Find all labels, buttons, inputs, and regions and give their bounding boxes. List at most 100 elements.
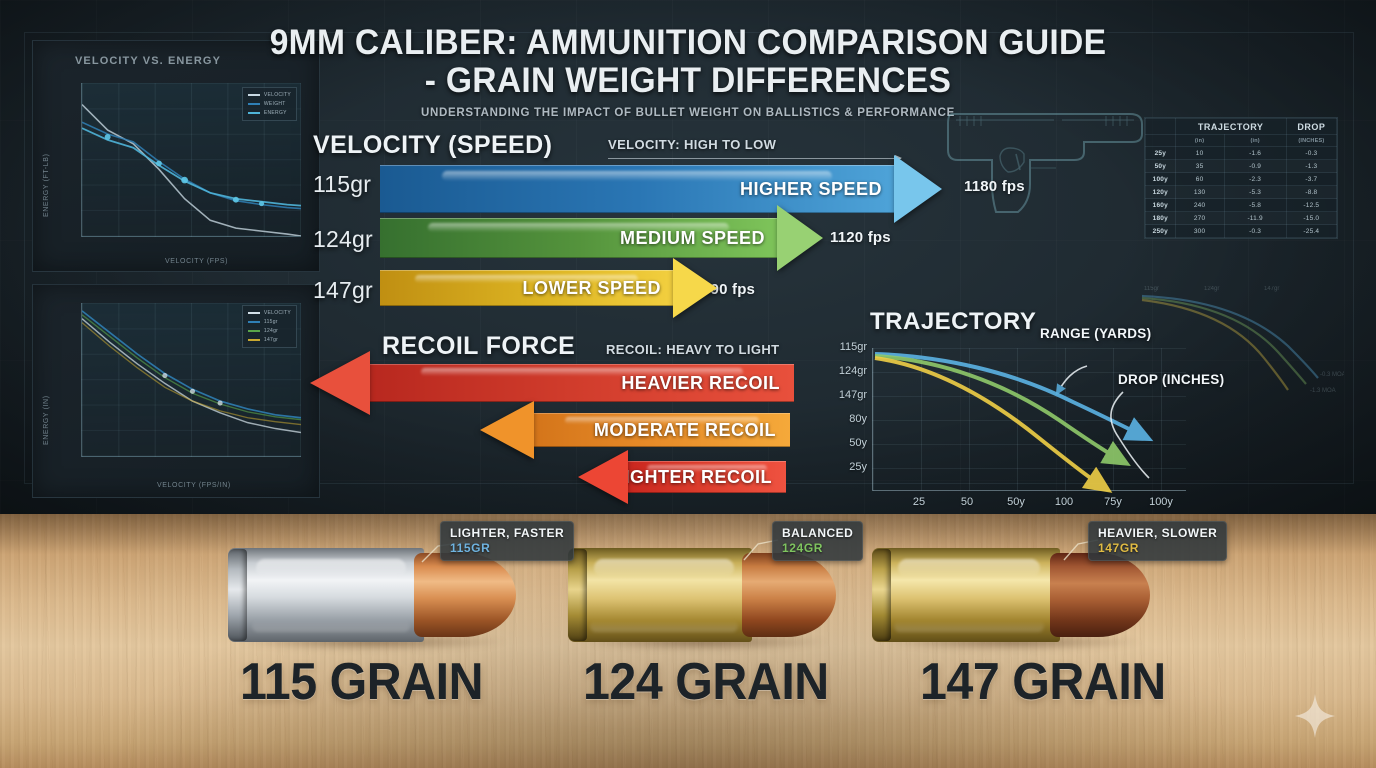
recoil-bar-lighter: LIGHTER RECOIL xyxy=(578,450,786,504)
chart-title: VELOCITY VS. ENERGY xyxy=(75,55,222,67)
recoil-bar-head-lighter xyxy=(578,450,628,504)
legend-swatch xyxy=(247,112,260,114)
callout-tag-147: HEAVIER, SLOWER 147GR xyxy=(1088,521,1228,561)
legend-item: ENERGY xyxy=(247,110,291,116)
svg-text:124gr: 124gr xyxy=(1204,286,1219,292)
callout-sub-115: 115GR xyxy=(450,541,491,555)
legend-label: 124gr xyxy=(263,328,279,334)
table-cell-range: 25y xyxy=(1145,146,1176,160)
legend-swatch xyxy=(247,94,260,96)
chart-y-axis-label: ENERGY (in) xyxy=(43,395,50,445)
grain-caption-147: 147 GRAIN xyxy=(920,653,1166,711)
legend-item: 147gr xyxy=(247,337,291,343)
traj-x-label-3: 100 xyxy=(1054,496,1074,508)
mini-trajectory-chart: 115gr 124gr 147gr -0.3 MOA -1.3 MOA xyxy=(1141,286,1344,394)
legend-swatch xyxy=(247,339,260,341)
table-row: 180y 270 -11.9 -15.0 xyxy=(1145,211,1338,225)
velocity-bar-label-115: HIGHER SPEED xyxy=(739,178,882,199)
chart-lines xyxy=(81,104,302,237)
table-cell-value: 10 xyxy=(1174,146,1225,160)
callout-sub-124: 124GR xyxy=(782,541,824,555)
callout-sub-147: 147GR xyxy=(1098,541,1140,555)
svg-text:115gr: 115gr xyxy=(1144,286,1159,292)
traj-x-label-0: 25 xyxy=(912,496,926,508)
table-cell-value: -0.9 xyxy=(1223,159,1287,173)
trajectory-chart-title: TRAJECTORY xyxy=(870,308,1037,335)
legend-item: 115gr xyxy=(247,319,291,325)
legend-item: VELOCITY xyxy=(247,92,291,98)
table-subcol-drop: (INCHES) xyxy=(1285,134,1338,147)
legend-label: WEIGHT xyxy=(263,101,286,107)
legend-item: VELOCITY xyxy=(247,310,291,316)
table-cell-value: -2.3 xyxy=(1223,172,1287,186)
table-row: 100y 60 -2.3 -3.7 xyxy=(1145,172,1338,186)
table-cell-value: 60 xyxy=(1174,172,1225,186)
page-title-line1: 9MM CALIBER: AMMUNITION COMPARISON GUIDE xyxy=(269,23,1107,62)
page-title-line2: - GRAIN WEIGHT DIFFERENCES xyxy=(424,60,952,100)
recoil-section-heading: RECOIL FORCE xyxy=(382,332,576,360)
table-col-trajectory: TRAJECTORY xyxy=(1174,118,1287,135)
table-cell-range: 250y xyxy=(1145,224,1176,238)
table-body: 25y 10 -1.6 -0.3 50y 35 -0.9 -1.3 100y 60 -2.3 -3.7… xyxy=(1145,146,1338,238)
cartridge-bullet-tip-115 xyxy=(414,553,516,637)
table-col-blank xyxy=(1145,118,1176,135)
table-cell-range: 50y xyxy=(1145,159,1176,173)
chart-lines xyxy=(81,310,302,434)
cartridge-rim-147 xyxy=(872,549,891,641)
table-cell-value: 270 xyxy=(1174,211,1225,225)
cartridge-bullet-tip-124 xyxy=(742,553,836,637)
velocity-value-124: 1120 fps xyxy=(830,229,891,246)
table-cell-range: 100y xyxy=(1145,172,1176,186)
table-header-row: TRAJECTORY DROP xyxy=(1145,118,1338,135)
table-cell-value: 35 xyxy=(1174,159,1225,173)
trajectory-curves xyxy=(874,352,1154,493)
legend-swatch xyxy=(247,103,260,105)
cartridge-124gr xyxy=(568,548,836,651)
table-cell-value: -15.0 xyxy=(1285,211,1338,225)
legend-label: ENERGY xyxy=(263,110,287,116)
legend-label: VELOCITY xyxy=(263,92,291,98)
traj-y-label-3: 80y xyxy=(849,413,867,425)
velocity-bar-124: MEDIUM SPEED xyxy=(380,205,823,271)
table-cell-value: -0.3 xyxy=(1285,146,1338,160)
table-col-drop: DROP xyxy=(1285,118,1338,135)
legend-swatch xyxy=(247,330,260,332)
callout-title-124: BALANCED xyxy=(782,526,854,540)
upper-dark-panel: VELOCITY VS. ENERGY ENERGY (ft-lb) VELOC… xyxy=(0,0,1376,514)
cartridge-rim-124 xyxy=(568,549,587,641)
table-cell-value: 300 xyxy=(1174,224,1225,238)
table-subcol-traj2: (in) xyxy=(1223,134,1287,147)
table-row: 25y 10 -1.6 -0.3 xyxy=(1145,146,1338,160)
legend-swatch xyxy=(247,321,260,323)
table-cell-value: 130 xyxy=(1174,185,1225,199)
traj-y-label-5: 25y xyxy=(849,461,867,473)
table-subcol-blank xyxy=(1145,134,1176,147)
recoil-bar-head-heavier xyxy=(310,351,370,415)
table-cell-range: 120y xyxy=(1145,185,1176,199)
trajectory-annotation-range: RANGE (YARDS) xyxy=(1040,326,1152,341)
legend-label: 115gr xyxy=(263,319,278,325)
callout-tag-115: LIGHTER, FASTER 115GR xyxy=(440,521,575,561)
pistol-silhouette-icon xyxy=(947,113,1143,213)
velocity-grain-label-124: 124gr xyxy=(313,226,373,252)
table-cell-value: -5.3 xyxy=(1223,185,1287,199)
traj-y-label-2: 147gr xyxy=(838,389,867,401)
recoil-direction-note: RECOIL: HEAVY TO LIGHT xyxy=(606,342,780,357)
svg-text:-0.3 MOA: -0.3 MOA xyxy=(1320,372,1344,378)
velocity-section-heading: VELOCITY (SPEED) xyxy=(313,131,553,159)
table-row: 250y 300 -0.3 -25.4 xyxy=(1145,224,1338,238)
cartridge-rim-115 xyxy=(228,549,247,641)
velocity-vs-energy-chart: VELOCITY VS. ENERGY ENERGY (ft-lb) VELOC… xyxy=(32,40,320,272)
callout-leader-124 xyxy=(743,539,779,561)
cartridge-bullet-tip-147 xyxy=(1050,553,1150,637)
traj-x-label-2: 50y xyxy=(1007,496,1025,508)
table-cell-value: -12.5 xyxy=(1285,198,1338,212)
ballistics-data-table: TRAJECTORY DROP (in) (in) (INCHES) 25y 10… xyxy=(1144,117,1338,239)
table-cell-value: -0.3 xyxy=(1223,224,1287,238)
chart-y-axis-label: ENERGY (ft-lb) xyxy=(43,153,50,217)
table-cell-value: -11.9 xyxy=(1223,211,1287,225)
table-cell-value: -8.8 xyxy=(1285,185,1338,199)
chart-x-axis-label: VELOCITY (fps) xyxy=(165,258,229,265)
table-row: 120y 130 -5.3 -8.8 xyxy=(1145,185,1338,199)
